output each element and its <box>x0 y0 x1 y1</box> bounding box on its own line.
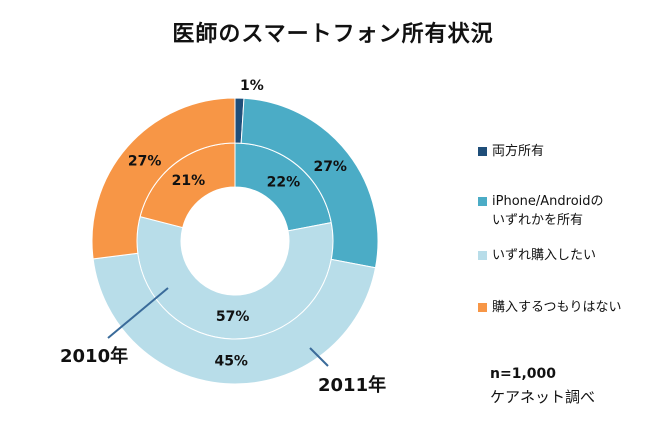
data-label-outer-either: 27% <box>313 159 347 175</box>
leader-line-2010 <box>107 287 169 339</box>
legend-swatch-either <box>478 197 487 206</box>
chart-title: 医師のスマートフォン所有状況 <box>172 22 494 47</box>
data-label-inner-no-plan: 21% <box>172 173 206 189</box>
data-label-outer-both: 1% <box>240 78 264 94</box>
series-label-2010: 2010年 <box>60 346 129 367</box>
legend-item-want-to-buy: いずれ購入したい <box>478 246 596 265</box>
legend-item-no-plan: 購入するつもりはない <box>478 298 621 317</box>
legend-item-both: 両方所有 <box>478 142 544 161</box>
data-label-outer-want-to-buy: 45% <box>214 353 248 369</box>
data-label-outer-no-plan: 27% <box>128 153 162 169</box>
legend-label-no-plan: 購入するつもりはない <box>492 300 622 315</box>
legend-swatch-no-plan <box>478 303 487 312</box>
legend-item-either: iPhone/Androidの いずれかを所有 <box>478 192 604 230</box>
slice-outer-no-plan <box>91 97 236 260</box>
legend-label-either: iPhone/Androidの いずれかを所有 <box>492 194 604 228</box>
slice-outer-want-to-buy <box>92 252 377 385</box>
data-label-inner-want-to-buy: 57% <box>216 309 250 325</box>
data-label-inner-either: 22% <box>267 174 301 190</box>
legend-swatch-want-to-buy <box>478 251 487 260</box>
series-label-2011: 2011年 <box>318 375 387 396</box>
legend-swatch-both <box>478 147 487 156</box>
legend-label-both: 両方所有 <box>492 144 545 159</box>
leader-line-2011 <box>309 347 329 367</box>
sample-size-note: n=1,000 <box>490 366 556 382</box>
source-note: ケアネット調べ <box>490 388 596 406</box>
legend-label-want-to-buy: いずれ購入したい <box>492 248 597 263</box>
